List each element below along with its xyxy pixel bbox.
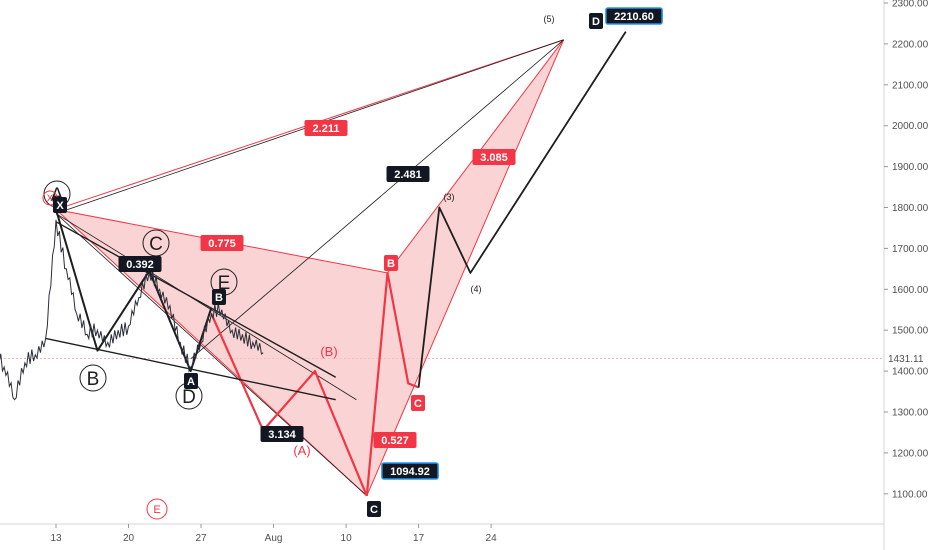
red-wave-b-label: (B) xyxy=(320,344,337,359)
harmonic-fill-xbc xyxy=(56,209,388,496)
circled-red-label-e: E xyxy=(153,504,160,516)
y-tick-label: 1800.00 xyxy=(892,203,929,214)
y-tick-label: 1100.00 xyxy=(892,489,928,500)
ratio-2481: 2.481 xyxy=(394,169,422,181)
ratio-2211-box xyxy=(304,120,348,136)
red-abc-path xyxy=(210,313,368,497)
red-x-marker: X xyxy=(47,194,54,205)
point-x-label: X xyxy=(56,200,64,212)
pattern-labels: A B C D E E (A) (B) (3) (4) (5) X 2.211 0.775 0.392 3.1… xyxy=(42,7,663,520)
y-tick-label: 1200.00 xyxy=(892,448,929,459)
price-badge-d: 2210.60 xyxy=(614,11,654,23)
impulse-wave-path xyxy=(417,31,627,388)
x-tick-label: 24 xyxy=(486,533,498,544)
x-tick-label: 27 xyxy=(195,533,207,544)
y-tick-label: 1700.00 xyxy=(892,244,929,255)
y-tick-label: 2200.00 xyxy=(892,39,929,50)
price-axis[interactable]: 2300.00 2200.00 2100.00 2000.00 1900.00 1800.… xyxy=(884,0,929,500)
y-tick-label: 1400.00 xyxy=(892,367,929,378)
point-c-red-label-box xyxy=(411,395,425,411)
point-a-label: A xyxy=(187,376,195,388)
point-b-small-label: B xyxy=(215,292,223,304)
circled-label-b: B xyxy=(87,369,100,390)
ratio-0775: 0.775 xyxy=(208,238,236,250)
x-tick-label: Aug xyxy=(265,533,283,544)
ratio-3134: 3.134 xyxy=(268,429,296,441)
ratio-3134-box xyxy=(260,426,304,442)
point-b-red-label: B xyxy=(387,258,395,270)
price-badge-c-box xyxy=(381,462,439,480)
point-a-label-box xyxy=(184,373,198,389)
harmonic-xc-line xyxy=(55,209,368,497)
point-d-label: D xyxy=(592,16,600,28)
current-price-tick: 1431.11 xyxy=(888,354,924,365)
circled-label-e: E xyxy=(218,273,231,294)
y-tick-label: 1300.00 xyxy=(892,408,929,419)
y-tick-label: 1500.00 xyxy=(892,326,929,337)
ratio-2481-box xyxy=(386,166,430,182)
x-tick-label: 10 xyxy=(341,533,353,544)
price-badge-c: 1094.92 xyxy=(390,466,430,478)
x-tick-label: 17 xyxy=(413,533,425,544)
point-x-label-box xyxy=(53,197,67,213)
time-axis[interactable]: 13 20 27 Aug 10 17 24 xyxy=(50,524,497,544)
ratio-0392: 0.392 xyxy=(126,259,154,271)
price-badge-d-box xyxy=(605,7,663,25)
y-tick-label: 1600.00 xyxy=(892,285,929,296)
upper-trend-line xyxy=(55,221,337,378)
y-tick-label: 1900.00 xyxy=(892,162,929,173)
fan-ad-line xyxy=(190,39,564,360)
y-tick-label: 2300.00 xyxy=(892,0,929,10)
red-wave-a-label: (A) xyxy=(293,443,310,458)
point-b-red-label-box xyxy=(384,255,398,271)
ratio-0527: 0.527 xyxy=(381,435,409,447)
ratio-2211: 2.211 xyxy=(313,123,340,135)
x-tick-label: 20 xyxy=(123,533,135,544)
y-tick-label: 2000.00 xyxy=(892,121,929,132)
x-tick-label: 13 xyxy=(50,533,62,544)
fan-xc-line xyxy=(55,213,368,497)
fan-x-lower-line xyxy=(55,213,357,401)
circled-red-label-e-circle xyxy=(146,498,168,520)
ratio-0527-box xyxy=(373,432,417,448)
point-d-label-box xyxy=(589,13,603,29)
point-c-red-label: C xyxy=(414,398,422,410)
ratio-0392-box xyxy=(118,256,162,272)
circled-label-d: D xyxy=(182,387,196,408)
point-c-label-box xyxy=(367,501,381,517)
wave-5-label: (5) xyxy=(544,14,555,24)
lower-trend-line xyxy=(45,337,336,401)
ratio-3085: 3.085 xyxy=(480,152,508,164)
y-tick-label: 2100.00 xyxy=(892,80,929,91)
wave-3-label: (3) xyxy=(444,192,455,202)
wave-4-label: (4) xyxy=(471,284,482,294)
ratio-3085-box xyxy=(472,149,516,165)
harmonic-cd-line xyxy=(366,39,565,497)
circled-label-c: C xyxy=(149,234,163,255)
point-c-label: C xyxy=(370,504,378,516)
red-right-path xyxy=(365,271,420,496)
circled-label-b-circle xyxy=(79,364,107,392)
ratio-0775-box xyxy=(200,235,244,251)
point-b-small-label-box xyxy=(212,289,226,305)
